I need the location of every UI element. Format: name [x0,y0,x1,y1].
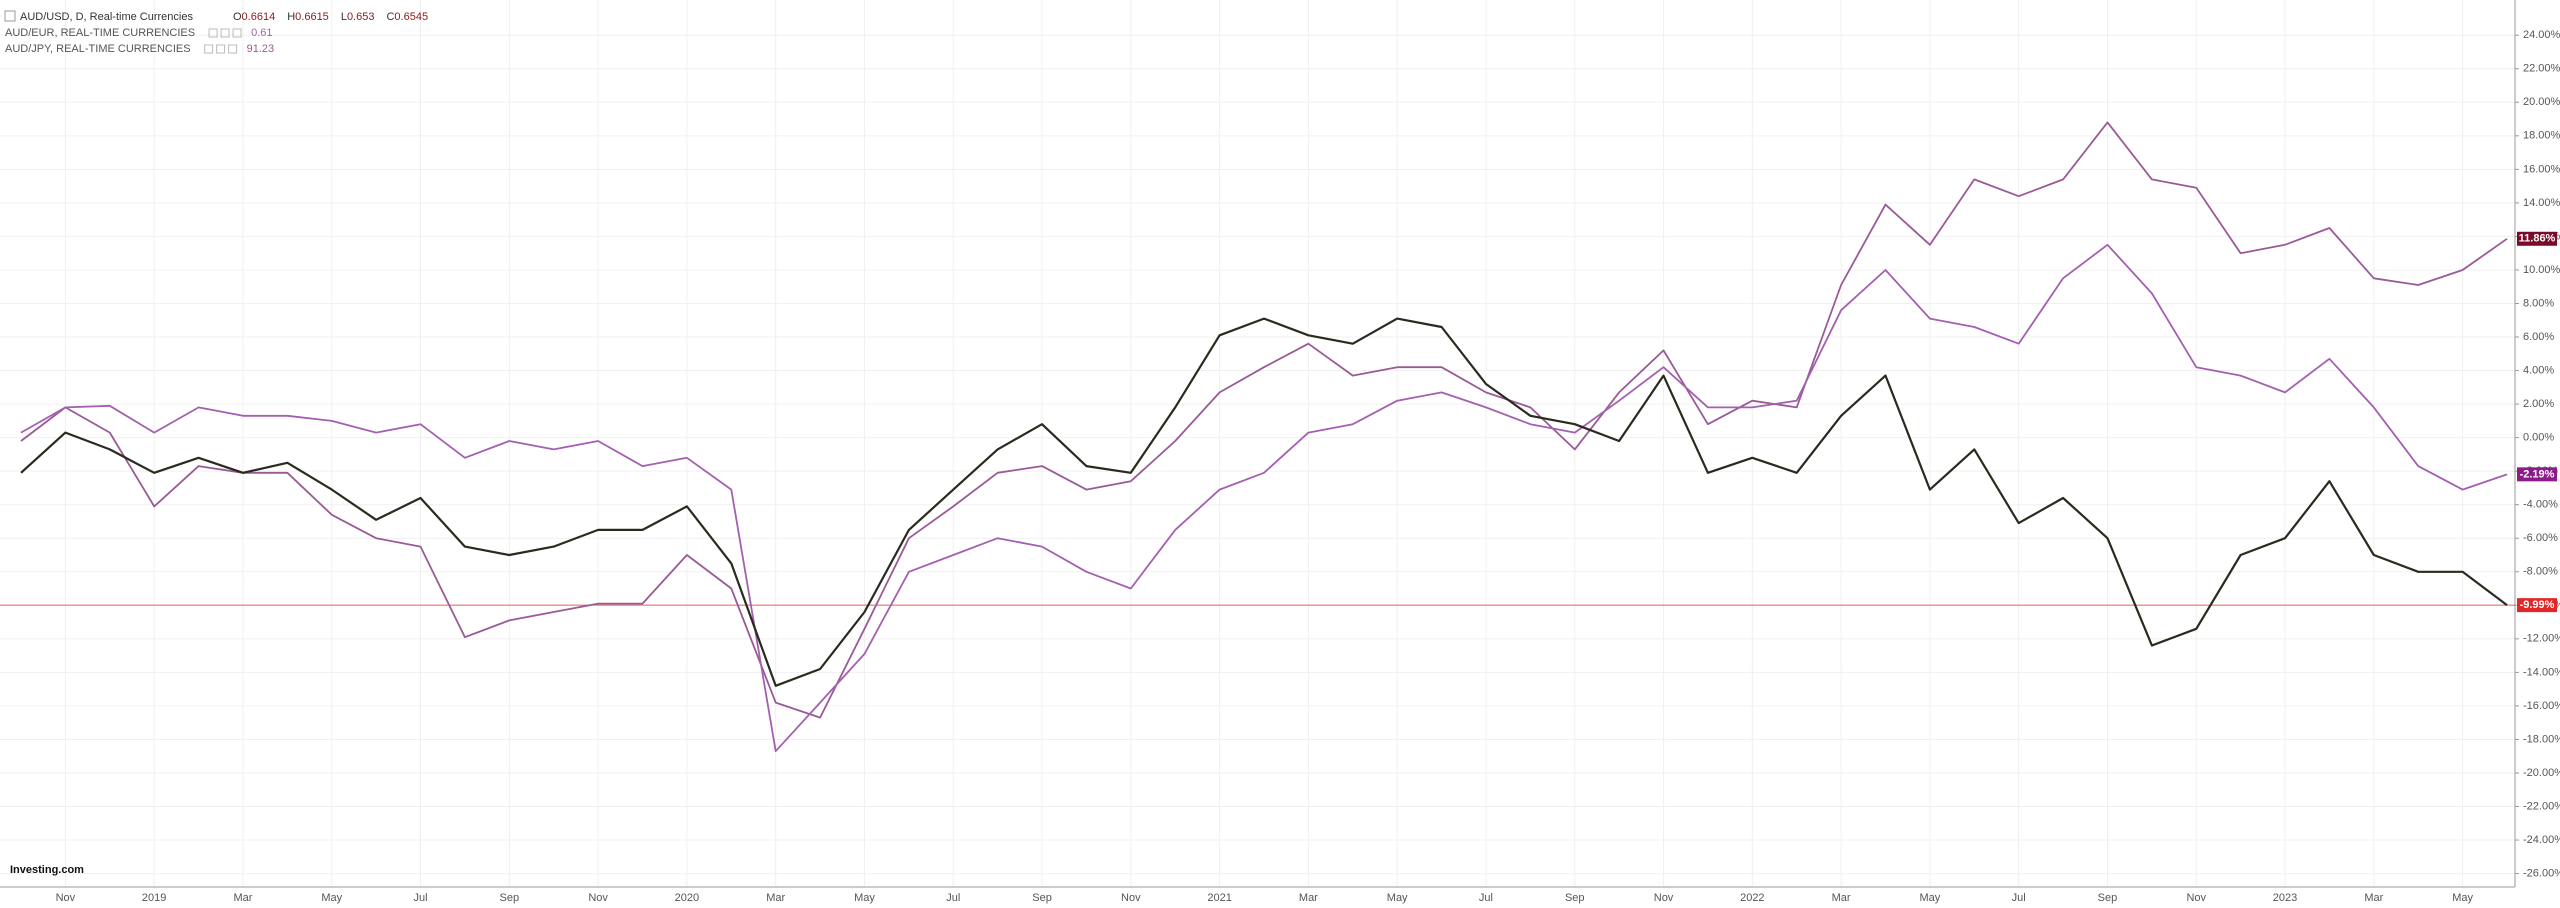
last-value-label: -9.99% [2520,599,2555,611]
ohlc-value: 0.653 [347,11,375,23]
legend-icon [208,28,218,38]
x-tick-label: Jul [414,892,428,904]
x-tick-label: Jul [1479,892,1493,904]
x-tick-label: Mar [2364,892,2383,904]
legend-quote: 91.23 [247,43,275,55]
chart-title: AUD/USD, D, Real-time Currencies [20,11,193,23]
y-tick-label: -8.00% [2523,566,2558,578]
x-tick-label: Nov [1654,892,1674,904]
y-tick-label: -22.00% [2523,800,2560,812]
y-tick-label: -4.00% [2523,499,2558,511]
x-tick-label: Mar [766,892,785,904]
x-tick-label: Jul [946,892,960,904]
x-tick-label: May [321,892,342,904]
x-tick-label: Sep [1565,892,1585,904]
ohlc-value: 0.6545 [394,11,428,23]
ohlc-value: 0.6615 [295,11,329,23]
x-tick-label: 2020 [675,892,699,904]
y-tick-label: -16.00% [2523,700,2560,712]
last-value-label: 11.86% [2519,233,2556,245]
y-tick-label: 6.00% [2523,331,2554,343]
legend-icon [232,28,242,38]
y-tick-label: 22.00% [2523,63,2560,75]
x-tick-label: Jul [2012,892,2026,904]
x-tick-label: May [1920,892,1941,904]
ohlc-label: L [341,11,347,23]
y-tick-label: -26.00% [2523,867,2560,879]
y-tick-label: -6.00% [2523,532,2558,544]
y-tick-label: -12.00% [2523,633,2560,645]
y-tick-label: 20.00% [2523,96,2560,108]
series-line [20,121,2508,719]
x-tick-label: 2019 [142,892,166,904]
x-tick-label: 2021 [1207,892,1231,904]
x-tick-label: May [854,892,875,904]
y-tick-label: 4.00% [2523,364,2554,376]
ohlc-label: C [386,11,394,23]
y-tick-label: 8.00% [2523,297,2554,309]
x-tick-label: Nov [2186,892,2206,904]
x-tick-label: 2022 [1740,892,1764,904]
x-tick-label: May [2452,892,2473,904]
legend-quote: 0.61 [251,27,272,39]
last-value-label: -2.19% [2520,468,2555,480]
x-tick-label: Sep [500,892,520,904]
x-tick-label: May [1387,892,1408,904]
y-tick-label: -24.00% [2523,834,2560,846]
last-value-badge [2517,231,2557,246]
x-tick-label: Nov [1121,892,1141,904]
y-tick-label: 14.00% [2523,197,2560,209]
watermark: Investing.com [10,864,84,876]
series-line [20,317,2508,687]
y-tick-label: 16.00% [2523,163,2560,175]
x-tick-label: Nov [56,892,76,904]
legend-icon [220,28,230,38]
legend-name: AUD/EUR, REAL-TIME CURRENCIES [5,27,195,39]
legend-icon [216,44,226,54]
y-tick-label: -20.00% [2523,767,2560,779]
last-value-badge [2517,467,2557,482]
y-tick-label: 2.00% [2523,398,2554,410]
y-tick-label: 0.00% [2523,432,2554,444]
legend-icon [228,44,238,54]
x-tick-label: Nov [588,892,608,904]
ohlc-label: O [233,11,242,23]
ohlc-value: 0.6614 [242,11,276,23]
x-tick-label: Mar [233,892,252,904]
legend-icon [204,44,214,54]
y-tick-label: 18.00% [2523,130,2560,142]
x-tick-label: Mar [1832,892,1851,904]
x-tick-label: Sep [1032,892,1052,904]
collapse-icon [4,10,16,22]
y-tick-label: 10.00% [2523,264,2560,276]
legend-name: AUD/JPY, REAL-TIME CURRENCIES [5,43,191,55]
series-line [20,243,2508,753]
ohlc-label: H [287,11,295,23]
y-tick-label: -18.00% [2523,733,2560,745]
y-tick-label: -14.00% [2523,666,2560,678]
x-tick-label: Mar [1299,892,1318,904]
last-value-badge [2517,598,2557,613]
y-tick-label: 24.00% [2523,29,2560,41]
x-tick-label: 2023 [2273,892,2297,904]
x-tick-label: Sep [2098,892,2118,904]
